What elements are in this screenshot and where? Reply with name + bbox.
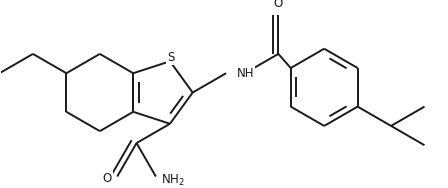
Text: NH: NH	[237, 67, 254, 80]
Text: S: S	[168, 51, 175, 64]
Text: O: O	[274, 0, 283, 10]
Text: NH$_2$: NH$_2$	[161, 173, 185, 188]
Text: O: O	[103, 172, 112, 185]
